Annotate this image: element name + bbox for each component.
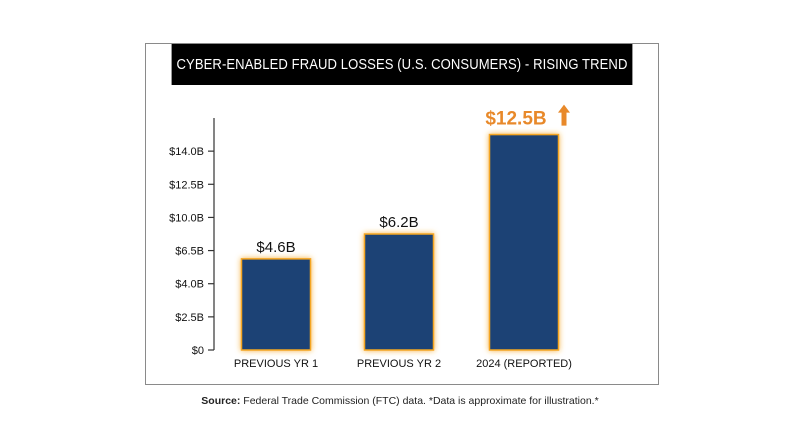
- y-tick-label: $10.0B: [169, 212, 204, 224]
- x-tick-label: PREVIOUS YR 2: [357, 358, 441, 370]
- y-tick-label: $0: [192, 345, 204, 357]
- x-tick-label: 2024 (REPORTED): [476, 358, 572, 370]
- bar-labels: $4.6B $6.2B $12.5B: [256, 104, 570, 256]
- bar: [240, 258, 312, 351]
- x-axis: PREVIOUS YR 1 PREVIOUS YR 2 2024 (REPORTED…: [234, 358, 572, 370]
- source-text: Federal Trade Commission (FTC) data. *Da…: [240, 395, 599, 407]
- data-label: $4.6B: [256, 239, 295, 256]
- data-label: $12.5B: [485, 109, 546, 130]
- bars: [240, 133, 560, 351]
- bar: [363, 233, 435, 351]
- y-tick-label: $14.0B: [169, 146, 204, 158]
- y-tick-label: $12.5B: [169, 179, 204, 191]
- y-axis: $0 $2.5B $4.0B $6.5B $10.0B $12.5B $14.0B: [169, 118, 215, 357]
- up-arrow-icon: [558, 104, 570, 126]
- y-tick-label: $6.5B: [175, 246, 204, 258]
- source-label: Source:: [201, 395, 241, 407]
- chart-title: CYBER-ENABLED FRAUD LOSSES (U.S. CONSUME…: [171, 44, 633, 85]
- y-tick-label: $2.5B: [175, 312, 204, 324]
- y-tick-label: $4.0B: [175, 279, 204, 291]
- x-tick-label: PREVIOUS YR 1: [234, 358, 318, 370]
- source-note: Source: Federal Trade Commission (FTC) d…: [0, 395, 800, 407]
- bar: [488, 133, 560, 351]
- data-label: $6.2B: [379, 214, 418, 231]
